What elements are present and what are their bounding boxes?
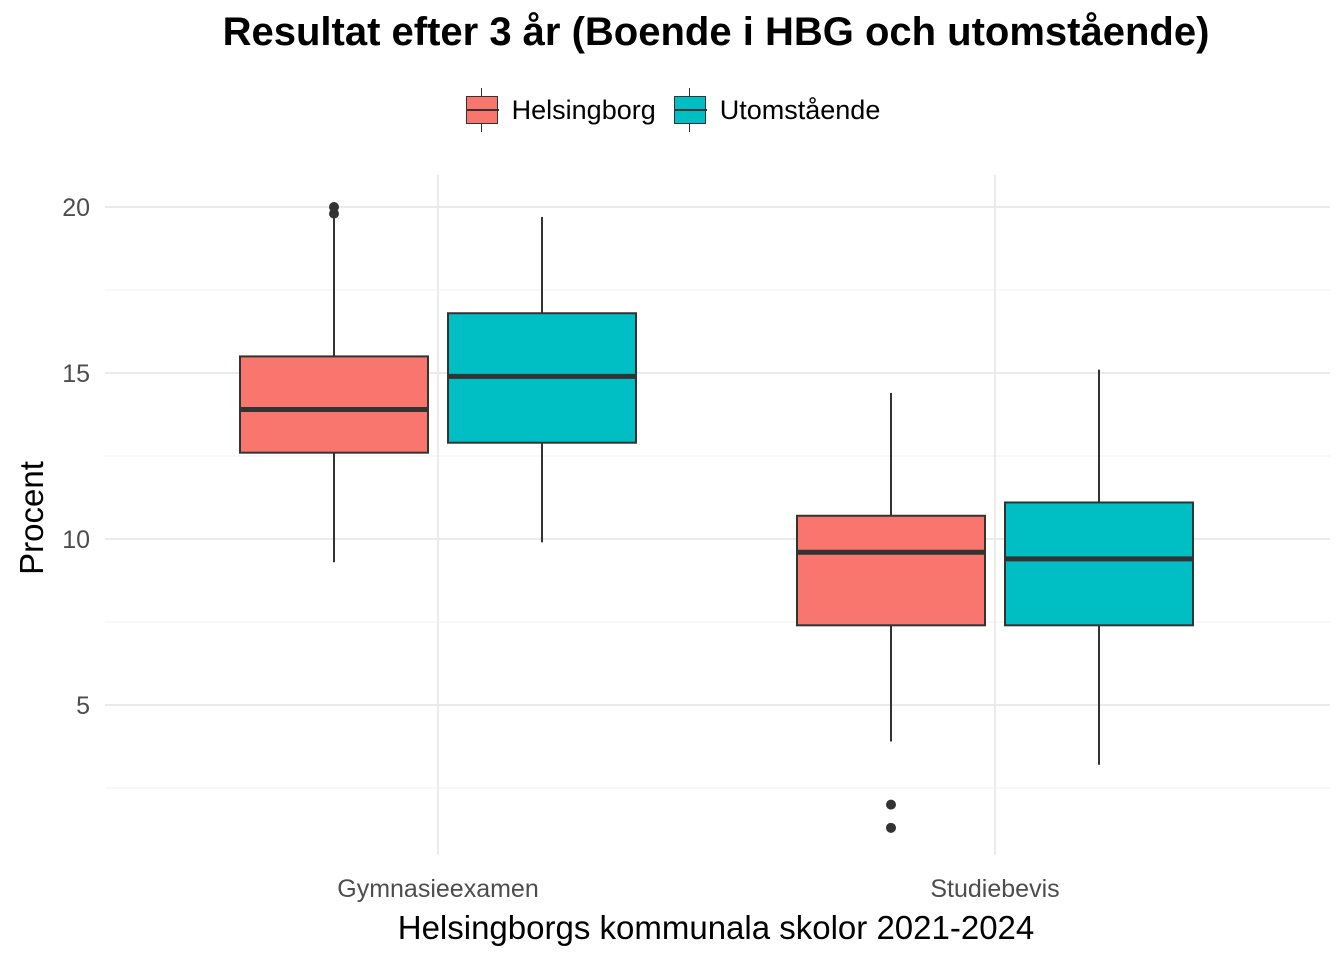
legend-key xyxy=(672,88,708,132)
boxplot-marks xyxy=(239,202,1194,833)
legend-item-helsingborg: Helsingborg xyxy=(464,88,656,132)
box-helsingborg-gymnasieexamen xyxy=(239,202,429,563)
legend-label: Utomstående xyxy=(719,94,881,125)
legend-key xyxy=(464,88,500,132)
box-utomstående-studiebevis xyxy=(1004,369,1194,765)
legend-item-utomstående: Utomstående xyxy=(672,88,881,132)
y-tick-label: 20 xyxy=(62,194,90,222)
y-tick-label: 15 xyxy=(62,360,90,388)
x-tick-label: Studiebevis xyxy=(930,875,1059,903)
y-tick-label: 5 xyxy=(76,692,90,720)
x-axis-title: Helsingborgs kommunala skolor 2021-2024 xyxy=(398,909,1035,946)
legend-label: Helsingborg xyxy=(511,94,656,125)
box-iqr xyxy=(796,514,986,627)
box-utomstående-gymnasieexamen xyxy=(447,216,637,543)
box-helsingborg-studiebevis xyxy=(796,392,986,833)
outlier-point xyxy=(886,822,896,833)
x-tick-label: Gymnasieexamen xyxy=(337,875,538,903)
box-iqr xyxy=(1004,501,1194,627)
chart-title: Resultat efter 3 år (Boende i HBG och ut… xyxy=(222,10,1210,54)
box-iqr xyxy=(239,355,429,454)
outlier-point xyxy=(329,202,339,212)
y-axis-ticks: 5 10 15 20 xyxy=(62,194,90,720)
legend: Helsingborg Utomstående xyxy=(0,88,1344,132)
y-tick-label: 10 xyxy=(62,526,90,554)
x-axis-ticks: Gymnasieexamen Studiebevis xyxy=(337,875,1059,903)
outlier-point xyxy=(886,799,896,810)
y-axis-title: Procent xyxy=(13,461,50,575)
